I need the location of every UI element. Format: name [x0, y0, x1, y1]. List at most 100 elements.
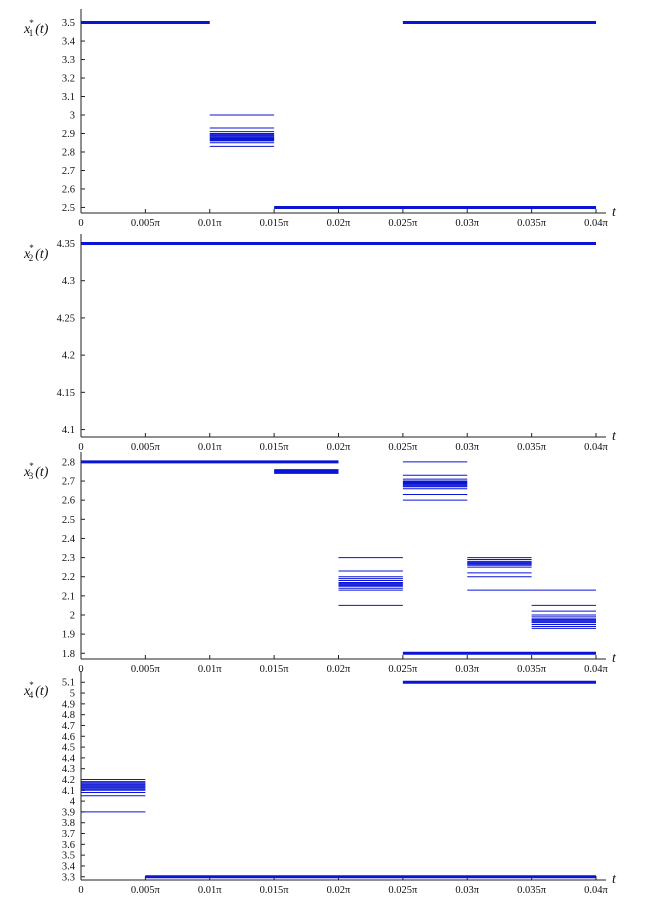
y-axis-label-var: x	[23, 247, 31, 262]
y-tick-label: 4.6	[62, 732, 75, 743]
x-axis-label: t	[612, 872, 617, 887]
panel-x3: 1.8 1.9 2 2.1 2.2 2.3 2.4 2.5 2.6 2.7 2.8 0 0.005π 0.…	[23, 452, 617, 675]
y-tick-label: 4.9	[62, 699, 75, 710]
x-tick-label: 0.035π	[517, 218, 547, 229]
x-tick-label: 0.03π	[455, 664, 479, 675]
y-axis-label-arg: (t)	[35, 684, 49, 699]
x-axis-label: t	[612, 429, 617, 444]
y-axis-label-arg: (t)	[35, 247, 49, 262]
y-tick-label: 4.5	[62, 743, 75, 754]
x-tick-label: 0.02π	[327, 442, 351, 453]
y-tick-label: 2.3	[62, 553, 75, 564]
y-tick-label: 2.8	[62, 457, 75, 468]
y-axis-label-arg: (t)	[35, 22, 49, 37]
y-tick-label: 2	[70, 610, 75, 621]
x-tick-label: 0.03π	[455, 218, 479, 229]
y-tick-label: 2.7	[62, 166, 75, 177]
y-tick-label: 4.1	[62, 425, 75, 436]
y-axis-label-arg: (t)	[35, 465, 49, 480]
y-tick-label: 4.3	[62, 764, 75, 775]
y-axis-label: x* 1 (t)	[23, 18, 49, 38]
x-tick-label: 0.015π	[260, 885, 290, 896]
y-tick-label: 3.5	[62, 18, 75, 29]
y-tick-label: 4.1	[62, 786, 75, 797]
y-tick-label: 2.5	[62, 515, 75, 526]
y-axis-label-var: x	[23, 465, 31, 480]
x-tick-label: 0.015π	[260, 442, 290, 453]
y-axis-label-var: x	[23, 22, 31, 37]
x-tick-label: 0.01π	[198, 218, 222, 229]
x-tick-label: 0	[78, 442, 83, 453]
x-tick-label: 0.04π	[584, 664, 608, 675]
y-tick-label: 2.9	[62, 129, 75, 140]
y-tick-label: 5	[70, 689, 75, 700]
x-tick-label: 0.025π	[388, 664, 418, 675]
x-tick-label: 0.04π	[584, 218, 608, 229]
x-tick-label: 0.04π	[584, 442, 608, 453]
y-tick-label: 2.1	[62, 591, 75, 602]
y-tick-label: 3.5	[62, 851, 75, 862]
y-tick-label: 4.3	[62, 276, 75, 287]
x-tick-label: 0.005π	[131, 218, 161, 229]
x-axis-label: t	[612, 651, 617, 666]
y-tick-label: 3.6	[62, 840, 75, 851]
y-axis-label-sub: 4	[29, 690, 34, 700]
y-tick-label: 2.6	[62, 496, 75, 507]
y-tick-label: 4.7	[62, 721, 75, 732]
y-tick-label: 4.25	[57, 313, 75, 324]
y-tick-label: 3.8	[62, 818, 75, 829]
y-axis-label: x* 4 (t)	[23, 680, 49, 700]
y-tick-label: 4.8	[62, 710, 75, 721]
x-tick-label: 0.025π	[388, 218, 418, 229]
y-tick-label: 1.8	[62, 649, 75, 660]
y-tick-label: 4.15	[57, 388, 75, 399]
y-tick-label: 3.9	[62, 807, 75, 818]
x-tick-label: 0.015π	[260, 664, 290, 675]
y-axis-label-sup: *	[29, 243, 34, 253]
y-tick-label: 3	[70, 111, 75, 122]
panel-x2: 4.1 4.15 4.2 4.25 4.3 4.35 0 0.005π 0.01π 0.015π 0…	[23, 234, 617, 453]
x-tick-label: 0.03π	[455, 442, 479, 453]
y-tick-label: 4.35	[57, 239, 75, 250]
y-tick-label: 2.4	[62, 534, 76, 545]
y-axis-label-var: x	[23, 684, 31, 699]
x-tick-label: 0.005π	[131, 442, 161, 453]
y-axis-label-sup: *	[29, 461, 34, 471]
y-axis-label: x* 2 (t)	[23, 243, 49, 263]
x-tick-label: 0	[78, 218, 83, 229]
y-tick-label: 3.1	[62, 92, 75, 103]
x-tick-label: 0.035π	[517, 885, 547, 896]
x-tick-label: 0.005π	[131, 885, 161, 896]
x-tick-label: 0.015π	[260, 218, 290, 229]
x-tick-label: 0.02π	[327, 885, 351, 896]
y-tick-label: 3.4	[62, 861, 76, 872]
y-axis-label-sup: *	[29, 18, 34, 28]
x-tick-label: 0.01π	[198, 664, 222, 675]
x-tick-label: 0.01π	[198, 442, 222, 453]
x-tick-label: 0.03π	[455, 885, 479, 896]
x-tick-label: 0	[78, 664, 83, 675]
y-axis-label-sub: 2	[29, 253, 34, 263]
x-tick-label: 0	[78, 885, 83, 896]
y-tick-label: 4.2	[62, 775, 75, 786]
x-axis-label: t	[612, 205, 617, 220]
y-axis-label-sub: 1	[29, 28, 34, 38]
x-tick-label: 0.005π	[131, 664, 161, 675]
x-tick-label: 0.025π	[388, 885, 418, 896]
x-tick-label: 0.02π	[327, 218, 351, 229]
x-tick-label: 0.01π	[198, 885, 222, 896]
y-tick-label: 1.9	[62, 630, 75, 641]
y-tick-label: 2.6	[62, 184, 75, 195]
y-tick-label: 2.2	[62, 572, 75, 583]
y-tick-label: 3.4	[62, 37, 76, 48]
y-tick-label: 4	[70, 797, 76, 808]
y-tick-label: 4.4	[62, 753, 76, 764]
panel-x1: 2.5 2.6 2.7 2.8 2.9 3 3.1 3.2 3.3 3.4 3.5 0 0.005π 0.…	[23, 9, 617, 229]
x-tick-label: 0.035π	[517, 442, 547, 453]
y-tick-label: 2.5	[62, 203, 75, 214]
y-tick-label: 3.3	[62, 55, 75, 66]
y-tick-label: 2.7	[62, 477, 75, 488]
y-tick-label: 3.7	[62, 829, 75, 840]
x-tick-label: 0.02π	[327, 664, 351, 675]
panel-x4: 3.33.43.53.63.73.83.944.14.24.34.44.54.6…	[23, 671, 617, 896]
